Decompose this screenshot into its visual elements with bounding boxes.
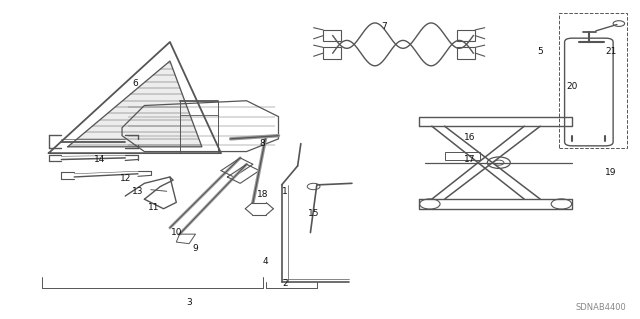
Text: 1: 1	[282, 187, 288, 196]
Text: 16: 16	[465, 133, 476, 142]
Text: 18: 18	[257, 190, 268, 199]
Text: 10: 10	[171, 228, 182, 237]
Text: 8: 8	[260, 139, 266, 148]
Bar	[323, 30, 341, 41]
Text: 4: 4	[263, 257, 269, 266]
Text: 6: 6	[132, 79, 138, 88]
Text: 7: 7	[381, 22, 387, 31]
Text: 14: 14	[94, 155, 106, 164]
Text: 19: 19	[605, 168, 616, 177]
Bar	[458, 30, 475, 41]
Text: 11: 11	[148, 203, 160, 211]
Polygon shape	[68, 61, 202, 147]
Text: 5: 5	[538, 47, 543, 56]
Text: 13: 13	[132, 187, 144, 196]
Text: 21: 21	[605, 47, 616, 56]
Text: 17: 17	[465, 155, 476, 164]
Text: 15: 15	[308, 209, 319, 218]
Text: 12: 12	[120, 174, 131, 183]
Bar	[458, 48, 475, 59]
Text: 3: 3	[186, 298, 192, 307]
Bar	[323, 48, 341, 59]
Text: 9: 9	[193, 244, 198, 253]
Text: SDNAB4400: SDNAB4400	[576, 303, 627, 312]
Bar	[445, 152, 479, 160]
Text: 2: 2	[282, 279, 288, 288]
Bar	[559, 13, 627, 148]
Text: 20: 20	[566, 82, 578, 91]
